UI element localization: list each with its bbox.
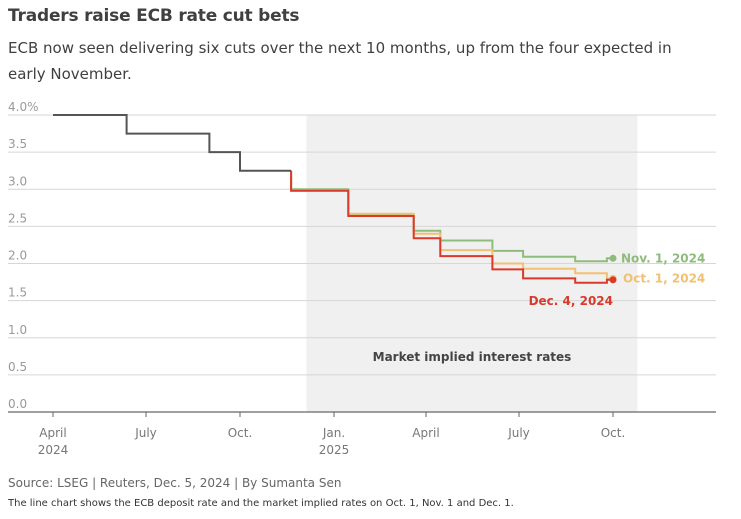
chart-description: The line chart shows the ECB deposit rat…: [8, 498, 514, 509]
chart-subtitle: ECB now seen delivering six cuts over th…: [8, 39, 672, 83]
x-tick-label: July: [134, 426, 157, 440]
y-tick-label: 1.5: [8, 286, 27, 300]
series-label: Dec. 4, 2024: [529, 294, 613, 308]
series-end-dot: [609, 276, 617, 284]
y-tick-label: 0.0: [8, 397, 27, 411]
y-tick-label: 3.5: [8, 137, 27, 151]
y-tick-label: 3.0: [8, 174, 27, 188]
series-label: Nov. 1, 2024: [621, 251, 705, 265]
x-tick-sublabel: 2024: [38, 443, 69, 457]
x-tick-label: Oct.: [601, 426, 626, 440]
x-tick-sublabel: 2025: [319, 443, 350, 457]
y-tick-label: 0.5: [8, 360, 27, 374]
x-tick-label: April: [39, 426, 66, 440]
deposit-rate-line: [53, 114, 292, 172]
x-tick-label: July: [507, 426, 530, 440]
series-line-dec-4-2024: [290, 170, 613, 284]
rate-chart: 4.0% 3.5 3.0 2.5 2.0 1.5 1.0 0.5 0.0 Market impli…: [8, 100, 716, 457]
y-tick-label: 1.0: [8, 323, 27, 337]
y-tick-label: 2.5: [8, 211, 27, 225]
y-tick-label: 2.0: [8, 249, 27, 263]
series-label: Oct. 1, 2024: [623, 271, 705, 285]
x-tick-label: Oct.: [228, 426, 253, 440]
x-tick-label: April: [412, 426, 439, 440]
x-tick-label: Jan.: [322, 426, 345, 440]
series-end-dot: [609, 254, 617, 262]
source-note: Source: LSEG | Reuters, Dec. 5, 2024 | B…: [8, 476, 342, 490]
region-label: Market implied interest rates: [373, 350, 572, 364]
chart-title: Traders raise ECB rate cut bets: [8, 6, 300, 26]
y-tick-label: 4.0%: [8, 100, 39, 114]
